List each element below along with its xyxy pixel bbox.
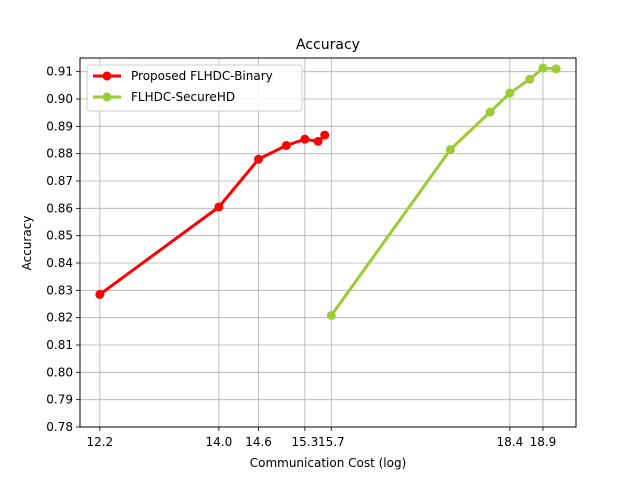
x-tick-label: 18.9 xyxy=(530,435,557,449)
legend-swatch-marker xyxy=(102,71,112,81)
legend: Proposed FLHDC-Binary FLHDC-SecureHD xyxy=(86,64,303,112)
y-tick-label: 0.85 xyxy=(46,229,73,243)
series-1-point xyxy=(320,130,330,140)
series-1-point xyxy=(254,154,264,164)
legend-label: FLHDC-SecureHD xyxy=(131,90,235,104)
y-tick-label: 0.83 xyxy=(46,283,73,297)
series-1-point xyxy=(95,289,105,299)
series-1-point xyxy=(300,134,310,144)
x-tick-label: 18.4 xyxy=(497,435,524,449)
tick-layer: 0.78 0.79 0.80 0.81 0.82 0.83 0.84 0.85 0.86 0.87… xyxy=(46,65,556,449)
x-axis-label: Communication Cost (log) xyxy=(250,456,407,470)
series-1-point xyxy=(313,136,323,146)
plot-frame xyxy=(79,57,577,428)
y-tick-label: 0.87 xyxy=(46,174,73,188)
series-2-point xyxy=(525,74,535,84)
x-tick-label: 15.3 xyxy=(291,435,318,449)
series-2-point xyxy=(445,145,455,155)
y-tick-label: 0.79 xyxy=(46,393,73,407)
y-tick-label: 0.80 xyxy=(46,365,73,379)
legend-box xyxy=(86,64,303,112)
series-2-point xyxy=(505,88,515,98)
x-tick-label: 14.6 xyxy=(245,435,272,449)
y-tick-label: 0.82 xyxy=(46,311,73,325)
x-tick-label: 15.7 xyxy=(318,435,345,449)
x-tick-label: 14.0 xyxy=(206,435,233,449)
y-tick-label: 0.84 xyxy=(46,256,73,270)
y-axis-label: Accuracy xyxy=(20,216,34,271)
series-2-point xyxy=(485,107,495,117)
chart-title: Accuracy xyxy=(296,37,360,53)
series-2-point xyxy=(326,310,336,320)
legend-swatch-marker xyxy=(102,92,112,102)
y-tick-label: 0.90 xyxy=(46,92,73,106)
y-tick-label: 0.86 xyxy=(46,201,73,215)
series-2-point xyxy=(538,63,548,73)
y-tick-label: 0.81 xyxy=(46,338,73,352)
y-tick-label: 0.78 xyxy=(46,420,73,434)
legend-label: Proposed FLHDC-Binary xyxy=(131,69,273,83)
x-tick-label: 12.2 xyxy=(86,435,113,449)
y-tick-label: 0.89 xyxy=(46,119,73,133)
grid-layer xyxy=(80,58,576,428)
series-1-point xyxy=(281,140,291,150)
series-1-point xyxy=(214,202,224,212)
y-tick-label: 0.88 xyxy=(46,147,73,161)
series-layer xyxy=(95,63,561,320)
series-2-point xyxy=(551,64,561,74)
y-tick-label: 0.91 xyxy=(46,65,73,79)
